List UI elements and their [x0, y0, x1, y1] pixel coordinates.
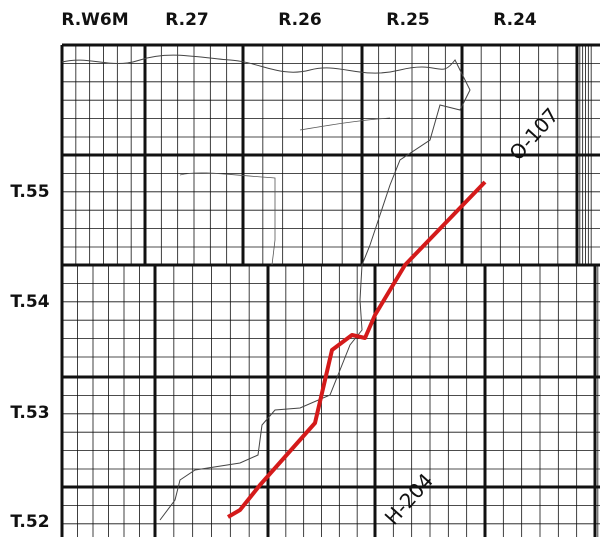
township-label: T.53: [10, 403, 49, 423]
stream: [179, 117, 391, 266]
range-label: R.W6M: [61, 10, 128, 30]
highway-route: [226, 180, 487, 519]
township-label: T.55: [10, 182, 49, 202]
road-label: H-204: [380, 469, 438, 530]
survey-grid: [60, 43, 600, 537]
township-label: T.54: [10, 292, 49, 312]
river: [61, 54, 471, 521]
range-label: R.24: [493, 10, 537, 30]
township-label: T.52: [10, 512, 49, 532]
range-label: R.26: [278, 10, 322, 30]
range-label: R.25: [386, 10, 430, 30]
range-label: R.27: [165, 10, 209, 30]
